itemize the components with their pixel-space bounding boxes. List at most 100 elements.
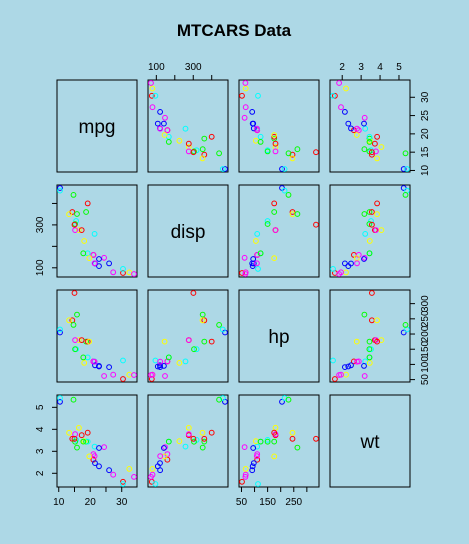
data-point (131, 271, 137, 277)
data-point (161, 445, 167, 451)
data-point (182, 358, 189, 365)
data-point (400, 329, 407, 336)
data-point (92, 362, 98, 369)
data-point (185, 424, 192, 431)
data-point (76, 227, 82, 234)
panel-mpg-vs-mpg: mpg (56, 79, 138, 173)
data-point (242, 471, 249, 478)
data-point (250, 125, 257, 132)
panel-frame (56, 289, 138, 383)
data-point (57, 395, 63, 401)
data-point (57, 398, 63, 405)
data-point (190, 290, 197, 296)
data-point (285, 150, 292, 157)
tick-label: 250 (420, 310, 431, 327)
data-point (157, 362, 163, 369)
panel-mpg-vs-wt (329, 79, 411, 173)
data-point (83, 209, 89, 215)
panel-hp-vs-wt (329, 289, 411, 383)
data-point (86, 255, 93, 262)
data-point (369, 290, 375, 296)
data-point (369, 149, 375, 156)
data-point (157, 460, 163, 467)
data-point (354, 358, 360, 365)
data-point (199, 155, 206, 162)
tick-label: 100 (35, 259, 46, 276)
data-point (249, 263, 256, 270)
data-point (161, 120, 167, 127)
data-point (149, 466, 156, 472)
data-point (182, 443, 189, 450)
data-point (242, 85, 249, 92)
data-point (255, 266, 261, 272)
data-point (154, 120, 161, 127)
data-point (157, 453, 164, 460)
data-point (342, 260, 348, 267)
data-point (57, 185, 63, 191)
data-point (149, 371, 156, 378)
data-point (361, 114, 368, 121)
data-point (219, 166, 226, 172)
data-point (374, 155, 380, 162)
data-point (96, 263, 102, 270)
data-point (91, 231, 98, 237)
data-point (157, 125, 164, 132)
data-point (345, 120, 352, 127)
data-point (101, 444, 107, 451)
data-point (348, 125, 354, 132)
data-point (402, 322, 409, 328)
panel-frame (147, 184, 229, 278)
data-point (176, 137, 183, 144)
data-point (90, 252, 97, 258)
data-point (374, 133, 381, 140)
data-point (241, 444, 248, 451)
data-point (131, 474, 137, 480)
data-point (70, 322, 77, 328)
data-point (338, 371, 344, 378)
data-point (201, 135, 208, 142)
data-point (106, 467, 112, 474)
axis-right-mpg: 10 15 20 25 30 (410, 91, 431, 176)
tick-label: 3 (35, 448, 46, 454)
tick-label: 50 (236, 497, 248, 508)
data-point (126, 371, 133, 378)
data-point (250, 445, 257, 451)
data-point (343, 85, 349, 92)
data-point (242, 80, 249, 86)
data-point (86, 338, 93, 345)
data-point (332, 92, 338, 99)
data-point (120, 376, 126, 382)
tick-label: 4 (377, 62, 383, 73)
data-point (271, 255, 278, 262)
data-point (374, 338, 381, 345)
variable-label-wt: wt (360, 432, 381, 453)
data-point (272, 148, 279, 155)
data-point (254, 453, 260, 460)
data-point (253, 438, 259, 445)
data-point (157, 467, 164, 474)
data-point (176, 360, 183, 366)
data-point (72, 431, 78, 438)
tick-label: 30 (116, 497, 128, 508)
data-point (193, 346, 200, 353)
tick-label: 10 (53, 497, 65, 508)
data-point (285, 192, 292, 198)
axis-top-wt: 2 3 4 5 (339, 62, 402, 80)
data-point (96, 256, 102, 262)
panel-frame (238, 79, 320, 173)
data-point (281, 187, 288, 194)
data-point (264, 148, 271, 155)
data-point (185, 337, 192, 344)
data-point (361, 311, 368, 318)
data-point (84, 429, 91, 436)
data-point (402, 192, 409, 198)
data-point (366, 338, 373, 345)
data-point (110, 371, 117, 378)
data-point (257, 438, 264, 445)
panel-frame (147, 79, 229, 173)
tick-label: 250 (285, 497, 302, 508)
data-point (201, 435, 208, 442)
data-point (254, 125, 260, 132)
data-point (208, 133, 215, 140)
